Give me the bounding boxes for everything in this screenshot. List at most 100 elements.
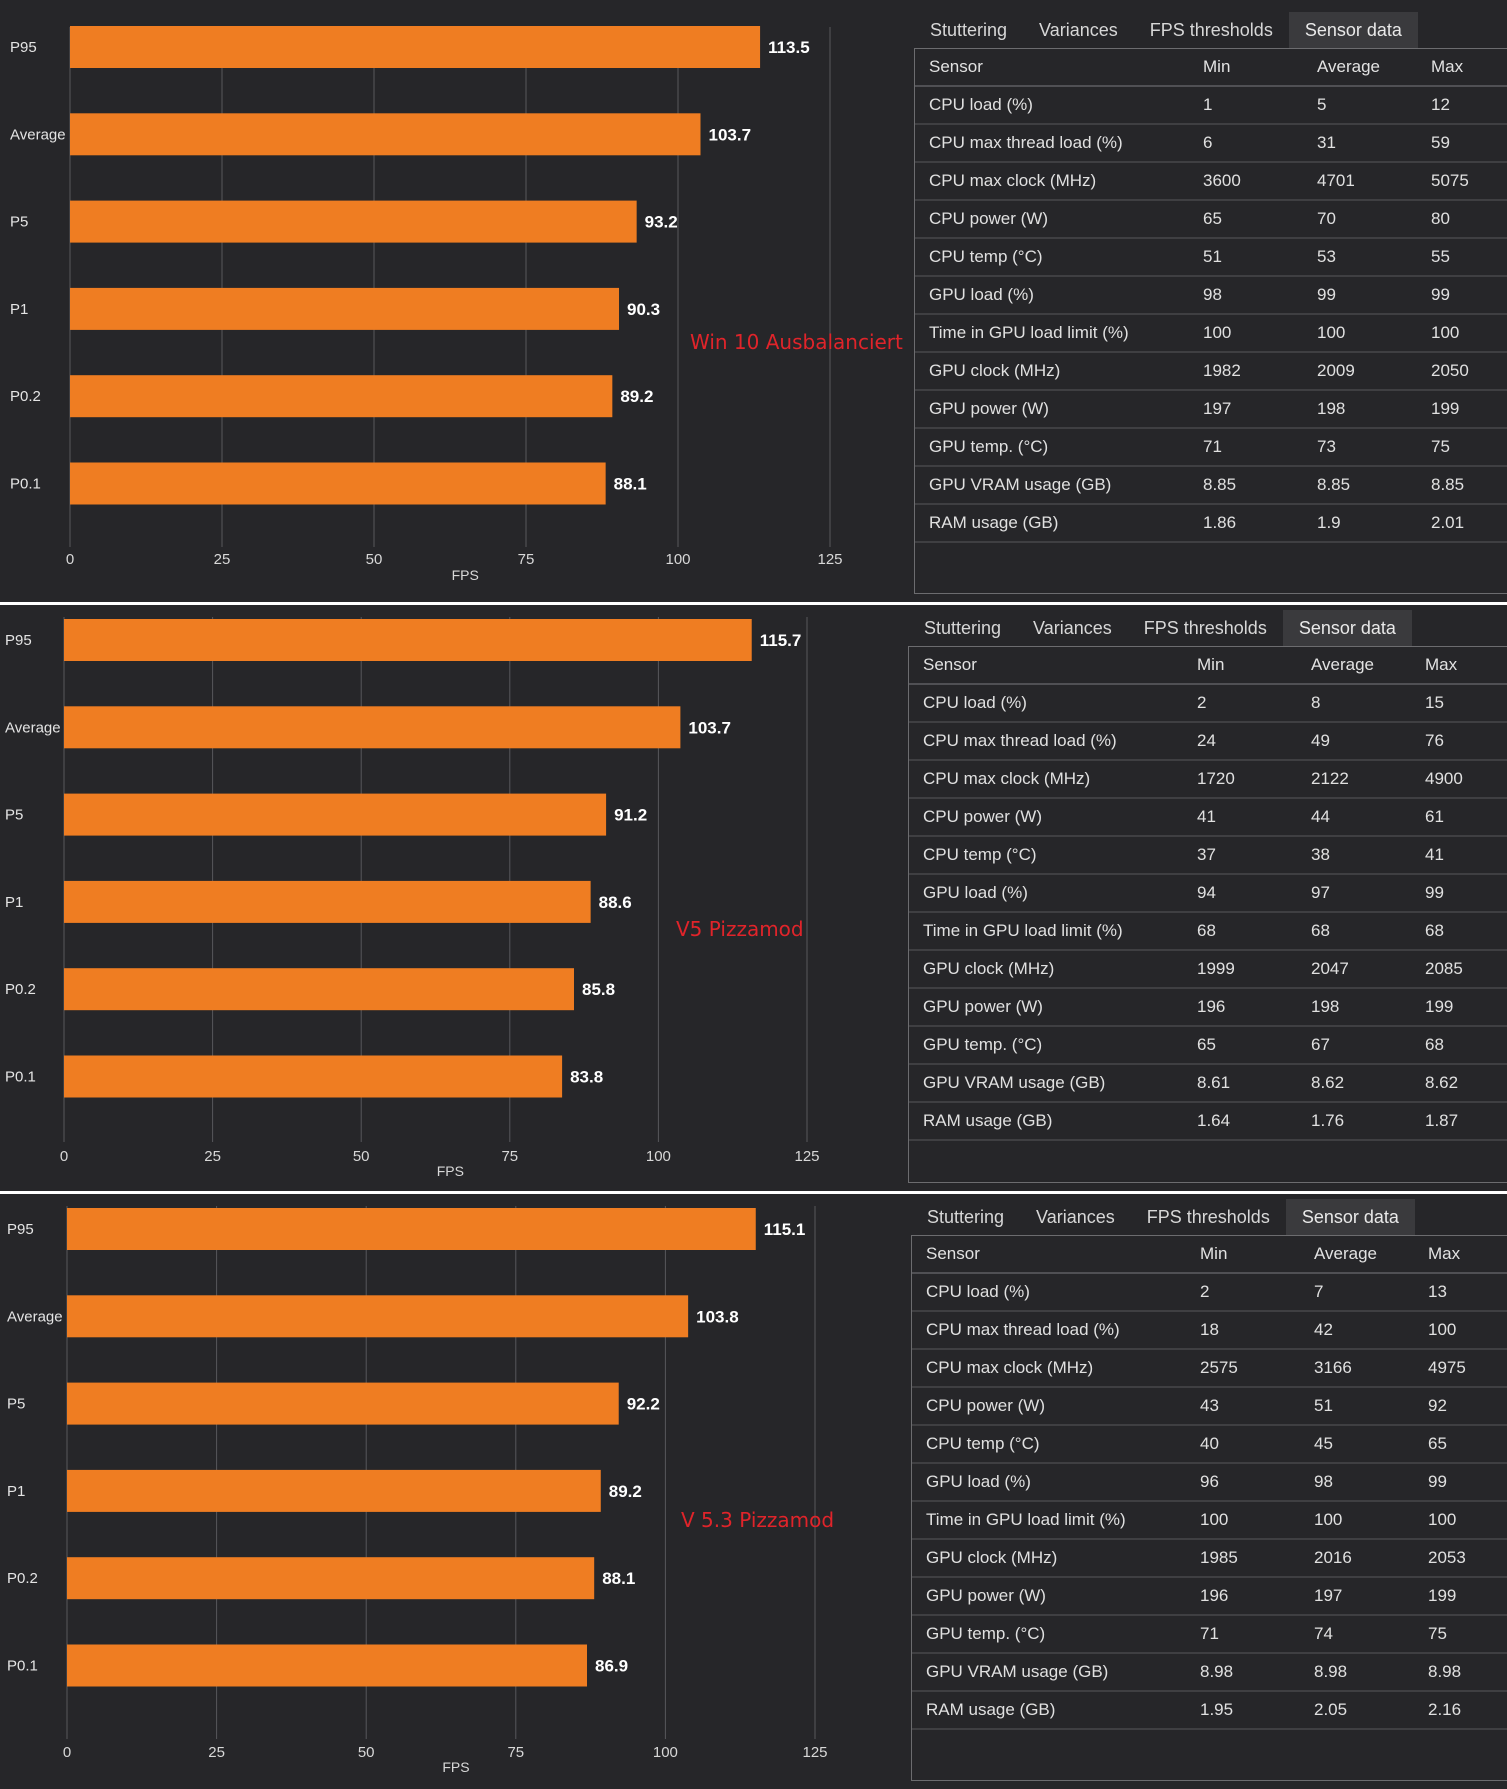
- column-header[interactable]: Min: [1189, 49, 1303, 87]
- column-header[interactable]: Sensor: [909, 647, 1183, 685]
- table-cell: 99: [1303, 276, 1417, 315]
- table-cell: 68: [1411, 1026, 1507, 1065]
- value-label: 83.8: [570, 1068, 603, 1087]
- tab-stuttering[interactable]: Stuttering: [924, 618, 1002, 638]
- tab-sensor-data[interactable]: Sensor data: [1282, 610, 1412, 646]
- table-cell: RAM usage (GB): [915, 504, 1189, 543]
- sensor-table-2: Sensor Min Average Max CPU load (%) 2 8 15 CPU m…: [909, 647, 1507, 1141]
- table-row: GPU clock (MHz) 1999 2047 2085: [909, 950, 1507, 989]
- table-cell: 68: [1411, 912, 1507, 951]
- table-cell: 24: [1183, 722, 1297, 761]
- table-row: GPU power (W) 196 197 199: [912, 1577, 1507, 1616]
- table-cell: RAM usage (GB): [912, 1691, 1186, 1730]
- tab-variances[interactable]: Variances: [1036, 1207, 1115, 1227]
- table-cell: 2050: [1417, 352, 1507, 391]
- x-tick-label: 50: [358, 1744, 375, 1761]
- table-cell: 2053: [1414, 1539, 1507, 1578]
- column-header[interactable]: Max: [1417, 49, 1507, 87]
- table-cell: 2.05: [1300, 1691, 1414, 1730]
- category-label: P0.2: [5, 981, 36, 998]
- table-cell: GPU power (W): [915, 390, 1189, 429]
- tab-stuttering[interactable]: Stuttering: [930, 20, 1008, 40]
- category-label: Average: [5, 719, 61, 736]
- tab-fps-thresholds[interactable]: FPS thresholds: [1146, 1207, 1270, 1227]
- table-row: CPU power (W) 41 44 61: [909, 798, 1507, 837]
- tab-fps-thresholds[interactable]: FPS thresholds: [1149, 20, 1273, 40]
- table-row: RAM usage (GB) 1.95 2.05 2.16: [912, 1691, 1507, 1730]
- x-tick-label: 0: [66, 551, 74, 568]
- x-tick-label: 75: [507, 1744, 524, 1761]
- table-cell: 8.85: [1189, 466, 1303, 505]
- table-row: RAM usage (GB) 1.64 1.76 1.87: [909, 1102, 1507, 1141]
- table-cell: 74: [1300, 1615, 1414, 1654]
- column-header[interactable]: Min: [1183, 647, 1297, 685]
- value-label: 89.2: [620, 387, 653, 406]
- table-row: CPU max thread load (%) 18 42 100: [912, 1311, 1507, 1350]
- sensor-table-1: Sensor Min Average Max CPU load (%) 1 5 12 CPU m…: [915, 49, 1507, 543]
- tab-fps-thresholds[interactable]: FPS thresholds: [1143, 618, 1267, 638]
- table-header-row: Sensor Min Average Max: [915, 49, 1507, 87]
- tab-sensor-data[interactable]: Sensor data: [1288, 12, 1418, 48]
- table-cell: CPU temp (°C): [915, 238, 1189, 277]
- table-row: GPU clock (MHz) 1982 2009 2050: [915, 352, 1507, 391]
- column-header[interactable]: Sensor: [912, 1236, 1186, 1274]
- table-cell: 4701: [1303, 162, 1417, 201]
- category-label: P1: [7, 1483, 25, 1500]
- table-cell: 8.61: [1183, 1064, 1297, 1103]
- table-cell: GPU power (W): [909, 988, 1183, 1027]
- tab-stuttering[interactable]: Stuttering: [927, 1207, 1005, 1227]
- table-cell: 99: [1411, 874, 1507, 913]
- table-cell: 199: [1417, 390, 1507, 429]
- column-header[interactable]: Max: [1414, 1236, 1507, 1274]
- table-cell: 65: [1414, 1425, 1507, 1464]
- table-cell: 94: [1183, 874, 1297, 913]
- value-label: 115.7: [760, 631, 802, 650]
- table-cell: 51: [1189, 238, 1303, 277]
- column-header[interactable]: Max: [1411, 647, 1507, 685]
- tab-variances[interactable]: Variances: [1039, 20, 1118, 40]
- value-label: 91.2: [614, 806, 647, 825]
- table-cell: GPU load (%): [915, 276, 1189, 315]
- column-header[interactable]: Sensor: [915, 49, 1189, 87]
- table-cell: 1982: [1189, 352, 1303, 391]
- category-label: P95: [5, 632, 32, 649]
- bar: [70, 200, 637, 243]
- table-cell: 3600: [1189, 162, 1303, 201]
- table-cell: 8.85: [1417, 466, 1507, 505]
- table-cell: 1.76: [1297, 1102, 1411, 1141]
- value-label: 88.6: [599, 893, 632, 912]
- table-cell: GPU temp. (°C): [912, 1615, 1186, 1654]
- table-row: CPU load (%) 2 8 15: [909, 684, 1507, 723]
- x-tick-label: 125: [817, 551, 842, 568]
- table-cell: 97: [1297, 874, 1411, 913]
- table-cell: 98: [1189, 276, 1303, 315]
- category-label: P0.1: [10, 476, 41, 493]
- table-row: GPU clock (MHz) 1985 2016 2053: [912, 1539, 1507, 1578]
- category-label: P0.2: [7, 1570, 38, 1587]
- table-cell: 8.62: [1411, 1064, 1507, 1103]
- value-label: 103.8: [696, 1307, 739, 1326]
- bar: [64, 706, 681, 749]
- column-header[interactable]: Average: [1297, 647, 1411, 685]
- sensor-table-box-2: Sensor Min Average Max CPU load (%) 2 8 15 CPU m…: [908, 646, 1507, 1183]
- table-cell: RAM usage (GB): [909, 1102, 1183, 1141]
- table-cell: 199: [1414, 1577, 1507, 1616]
- table-cell: 65: [1183, 1026, 1297, 1065]
- table-cell: CPU load (%): [909, 684, 1183, 723]
- table-cell: 40: [1186, 1425, 1300, 1464]
- table-cell: 6: [1189, 124, 1303, 163]
- column-header[interactable]: Average: [1303, 49, 1417, 87]
- table-cell: 2047: [1297, 950, 1411, 989]
- table-row: Time in GPU load limit (%) 100 100 100: [912, 1501, 1507, 1540]
- tab-variances[interactable]: Variances: [1033, 618, 1112, 638]
- tab-bar-1: Stuttering Variances FPS thresholds Sensor …: [914, 12, 1418, 48]
- table-cell: 100: [1189, 314, 1303, 353]
- sensor-table-3: Sensor Min Average Max CPU load (%) 2 7 13 CPU m…: [912, 1236, 1507, 1730]
- tab-sensor-data[interactable]: Sensor data: [1285, 1199, 1415, 1235]
- bar: [67, 1208, 756, 1250]
- column-header[interactable]: Average: [1300, 1236, 1414, 1274]
- table-header-row: Sensor Min Average Max: [912, 1236, 1507, 1274]
- table-cell: 71: [1186, 1615, 1300, 1654]
- column-header[interactable]: Min: [1186, 1236, 1300, 1274]
- table-cell: CPU temp (°C): [909, 836, 1183, 875]
